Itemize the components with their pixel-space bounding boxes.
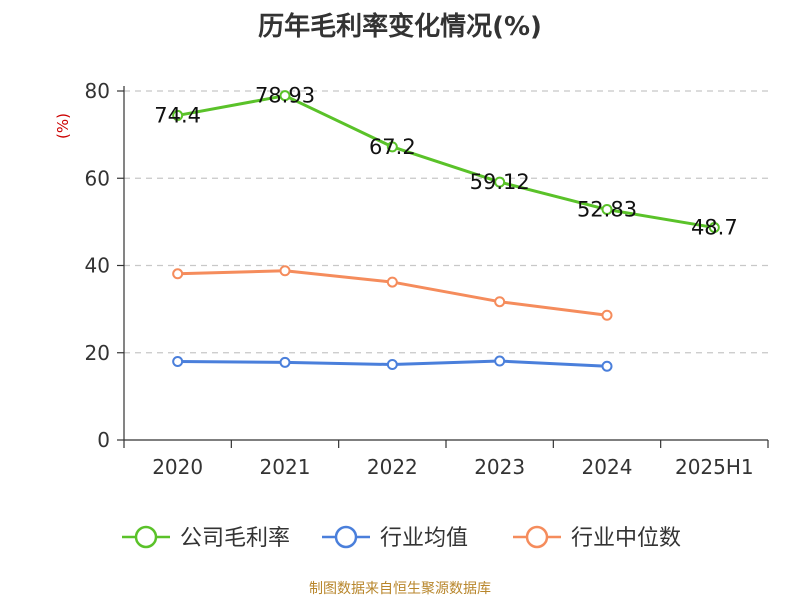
x-tick-label: 2021 <box>260 455 311 479</box>
axes: 0 20 40 60 80 2020 2021 2022 2023 2024 2025H1 (%) <box>54 79 769 479</box>
y-axis-label: (%) <box>54 113 72 139</box>
y-tick-label: 40 <box>85 254 110 278</box>
data-point <box>386 359 398 371</box>
data-point <box>386 276 398 288</box>
legend: 公司毛利率 行业均值 行业中位数 <box>122 525 681 551</box>
data-point <box>601 360 613 372</box>
data-point <box>172 109 184 121</box>
data-label: 52.83 <box>577 198 637 222</box>
series-lines <box>172 90 720 372</box>
legend-marker <box>525 525 549 549</box>
data-point <box>172 355 184 367</box>
x-tick-label: 2023 <box>474 455 525 479</box>
data-point <box>494 176 506 188</box>
data-point <box>601 204 613 216</box>
data-point <box>279 356 291 368</box>
legend-label: 公司毛利率 <box>180 526 290 551</box>
x-tick-label: 2024 <box>582 455 633 479</box>
legend-label: 行业中位数 <box>571 526 681 551</box>
data-label: 78.93 <box>255 84 315 108</box>
legend-marker <box>134 525 158 549</box>
data-labels: 74.4 78.93 67.2 59.12 52.83 48.7 <box>154 84 737 240</box>
chart-title: 历年毛利率变化情况(%) <box>258 12 542 42</box>
data-point <box>279 90 291 102</box>
data-point <box>494 296 506 308</box>
data-label: 59.12 <box>470 170 530 194</box>
legend-label: 行业均值 <box>380 526 468 551</box>
data-point <box>601 309 613 321</box>
data-label: 48.7 <box>691 216 738 240</box>
grid-lines <box>124 90 768 354</box>
y-tick-label: 20 <box>85 341 110 365</box>
data-point <box>172 268 184 280</box>
y-tick-label: 80 <box>85 79 110 103</box>
data-label: 67.2 <box>369 135 416 159</box>
x-tick-label: 2022 <box>367 455 418 479</box>
data-point <box>708 222 720 234</box>
data-label: 74.4 <box>154 103 201 127</box>
x-tick-label: 2020 <box>152 455 203 479</box>
data-point <box>386 141 398 153</box>
source-note: 制图数据来自恒生聚源数据库 <box>309 581 491 597</box>
y-tick-label: 60 <box>85 166 110 190</box>
series-line <box>177 94 715 230</box>
data-point <box>279 265 291 277</box>
x-tick-label: 2025H1 <box>675 455 754 479</box>
legend-marker <box>334 525 358 549</box>
y-tick-label: 0 <box>97 428 110 452</box>
data-point <box>494 355 506 367</box>
